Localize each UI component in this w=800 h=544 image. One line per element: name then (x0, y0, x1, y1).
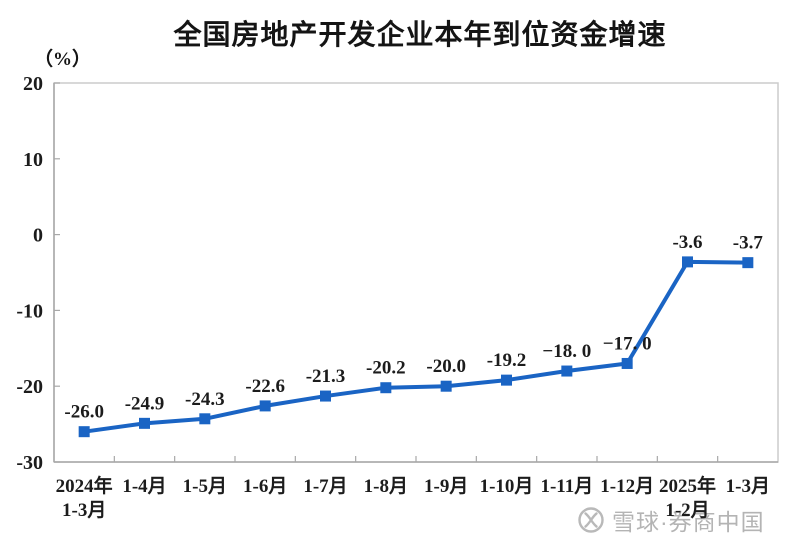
data-point-marker (742, 257, 754, 269)
data-label: -21.3 (306, 366, 346, 387)
y-tick-label: 10 (23, 149, 43, 171)
data-point-marker (440, 380, 452, 392)
data-point-marker (199, 413, 211, 425)
x-tick-label: 1-4月 (122, 476, 166, 497)
watermark-text: 雪球·券商中国 (612, 509, 765, 535)
x-tick-label: 1-9月 (424, 476, 468, 497)
data-point-marker (78, 426, 90, 438)
data-label: -20.0 (426, 356, 466, 377)
data-label: -24.9 (125, 393, 165, 414)
data-point-marker (259, 400, 271, 412)
data-label: -24.3 (185, 389, 225, 410)
watermark: 雪球·券商中国 (577, 503, 765, 537)
data-label: −17. 0 (603, 333, 652, 354)
x-tick-label: 2025年 (659, 474, 716, 497)
x-tick-label: 1-10月 (480, 476, 534, 497)
y-tick-label: -20 (16, 376, 43, 398)
data-label: −18. 0 (542, 341, 591, 362)
data-label: -22.6 (245, 376, 285, 397)
data-label: -3.6 (672, 232, 702, 253)
data-label: -19.2 (487, 350, 527, 371)
x-tick-label-line2: 1-3月 (62, 500, 106, 521)
y-tick-label: -10 (16, 300, 43, 322)
data-point-marker (682, 256, 693, 268)
line-series (82, 259, 750, 434)
data-point-marker (139, 417, 150, 429)
data-point-marker (320, 390, 331, 402)
x-tick-label: 1-6月 (243, 476, 287, 497)
x-tick-label: 1-3月 (726, 476, 770, 497)
data-label: -20.2 (366, 358, 406, 379)
xueqiu-logo-icon (578, 507, 604, 533)
y-tick-label: 0 (33, 225, 43, 247)
data-label: -3.7 (733, 233, 764, 254)
x-tick-label: 1-12月 (600, 476, 654, 497)
x-tick-label: 2024年 (56, 474, 113, 497)
data-label: -26.0 (64, 402, 104, 423)
data-point-marker (501, 374, 512, 386)
data-point-marker (561, 365, 573, 377)
x-tick-label: 1-8月 (364, 476, 408, 497)
chart-title: 全国房地产开发企业本年到位资金增速 (173, 19, 667, 50)
x-tick-label: 1-7月 (303, 476, 347, 497)
y-tick-label: 20 (23, 73, 43, 95)
y-axis-unit-label: （%） (34, 49, 92, 70)
x-tick-label: 1-11月 (540, 476, 593, 497)
x-tick-label: 1-5月 (183, 476, 227, 497)
data-point-marker (621, 357, 633, 369)
x-tick-label-line2: 1-2月 (665, 500, 709, 521)
y-tick-label: -30 (16, 452, 43, 474)
data-point-marker (380, 382, 392, 394)
